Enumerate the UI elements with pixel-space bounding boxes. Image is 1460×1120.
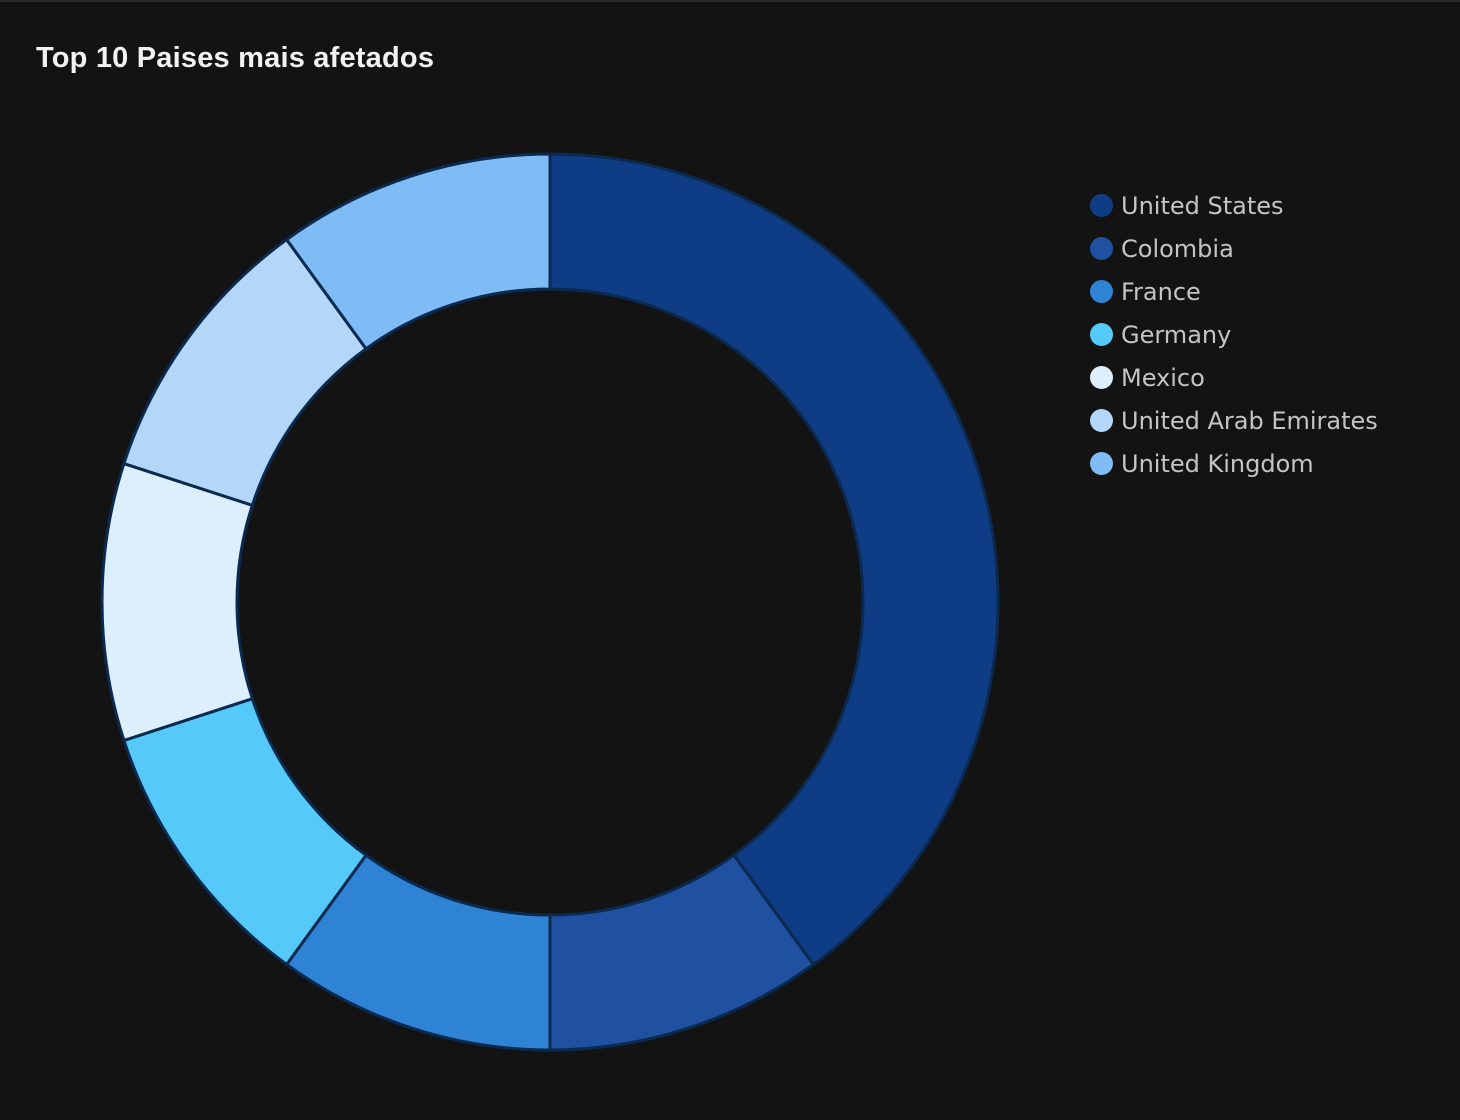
legend-swatch — [1090, 409, 1113, 432]
legend-label: United States — [1121, 191, 1284, 220]
legend-swatch — [1090, 452, 1113, 475]
legend-label: United Arab Emirates — [1121, 406, 1378, 435]
legend-label: France — [1121, 277, 1201, 306]
legend-item[interactable]: United Kingdom — [1090, 442, 1378, 485]
legend-swatch — [1090, 237, 1113, 260]
donut-slice-united-kingdom[interactable] — [284, 152, 552, 351]
legend-label: Colombia — [1121, 234, 1234, 263]
donut-slice-mexico[interactable] — [100, 461, 255, 743]
legend-item[interactable]: United Arab Emirates — [1090, 399, 1378, 442]
donut-slice-united-states[interactable] — [548, 152, 1000, 967]
chart-title: Top 10 Paises mais afetados — [36, 42, 435, 74]
legend-item[interactable]: Colombia — [1090, 227, 1378, 270]
legend-label: Mexico — [1121, 363, 1205, 392]
legend-swatch — [1090, 280, 1113, 303]
legend-item[interactable]: United States — [1090, 184, 1378, 227]
legend-swatch — [1090, 366, 1113, 389]
legend-item[interactable]: Mexico — [1090, 356, 1378, 399]
legend-swatch — [1090, 323, 1113, 346]
chart-legend: United States Colombia France Germany Mexico… — [1090, 184, 1378, 485]
legend-label: Germany — [1121, 320, 1232, 349]
legend-item[interactable]: France — [1090, 270, 1378, 313]
legend-label: United Kingdom — [1121, 449, 1314, 478]
legend-swatch — [1090, 194, 1113, 217]
legend-item[interactable]: Germany — [1090, 313, 1378, 356]
